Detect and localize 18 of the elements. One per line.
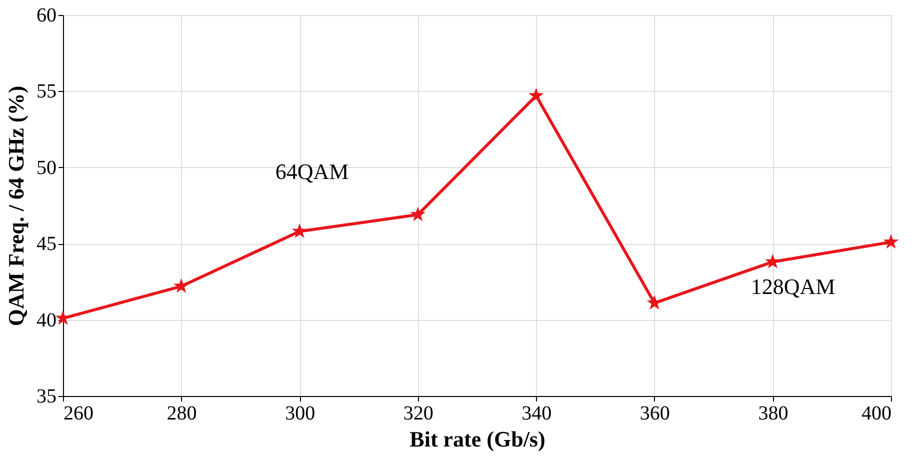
- x-tick-label: 340: [522, 402, 552, 424]
- annotation: 64QAM: [275, 159, 349, 184]
- x-tick-label: 360: [640, 402, 670, 424]
- y-tick-label: 60: [36, 4, 56, 26]
- x-axis-title: Bit rate (Gb/s): [410, 426, 546, 452]
- y-tick-label: 35: [36, 386, 56, 408]
- x-tick-label: 260: [64, 402, 94, 424]
- y-tick-label: 50: [36, 156, 56, 179]
- x-tick-label: 280: [166, 402, 197, 424]
- y-tick-label: 55: [36, 80, 56, 103]
- x-tick-label: 300: [285, 402, 316, 424]
- x-tick-label: 400: [862, 402, 892, 424]
- x-tick-label: 320: [403, 402, 434, 424]
- y-tick-label: 40: [36, 309, 56, 332]
- x-tick-label: 380: [758, 402, 788, 424]
- annotation: 128QAM: [750, 274, 836, 299]
- y-axis-title: QAM Freq. / 64 GHz (%): [4, 86, 28, 326]
- y-tick-label: 45: [36, 233, 56, 256]
